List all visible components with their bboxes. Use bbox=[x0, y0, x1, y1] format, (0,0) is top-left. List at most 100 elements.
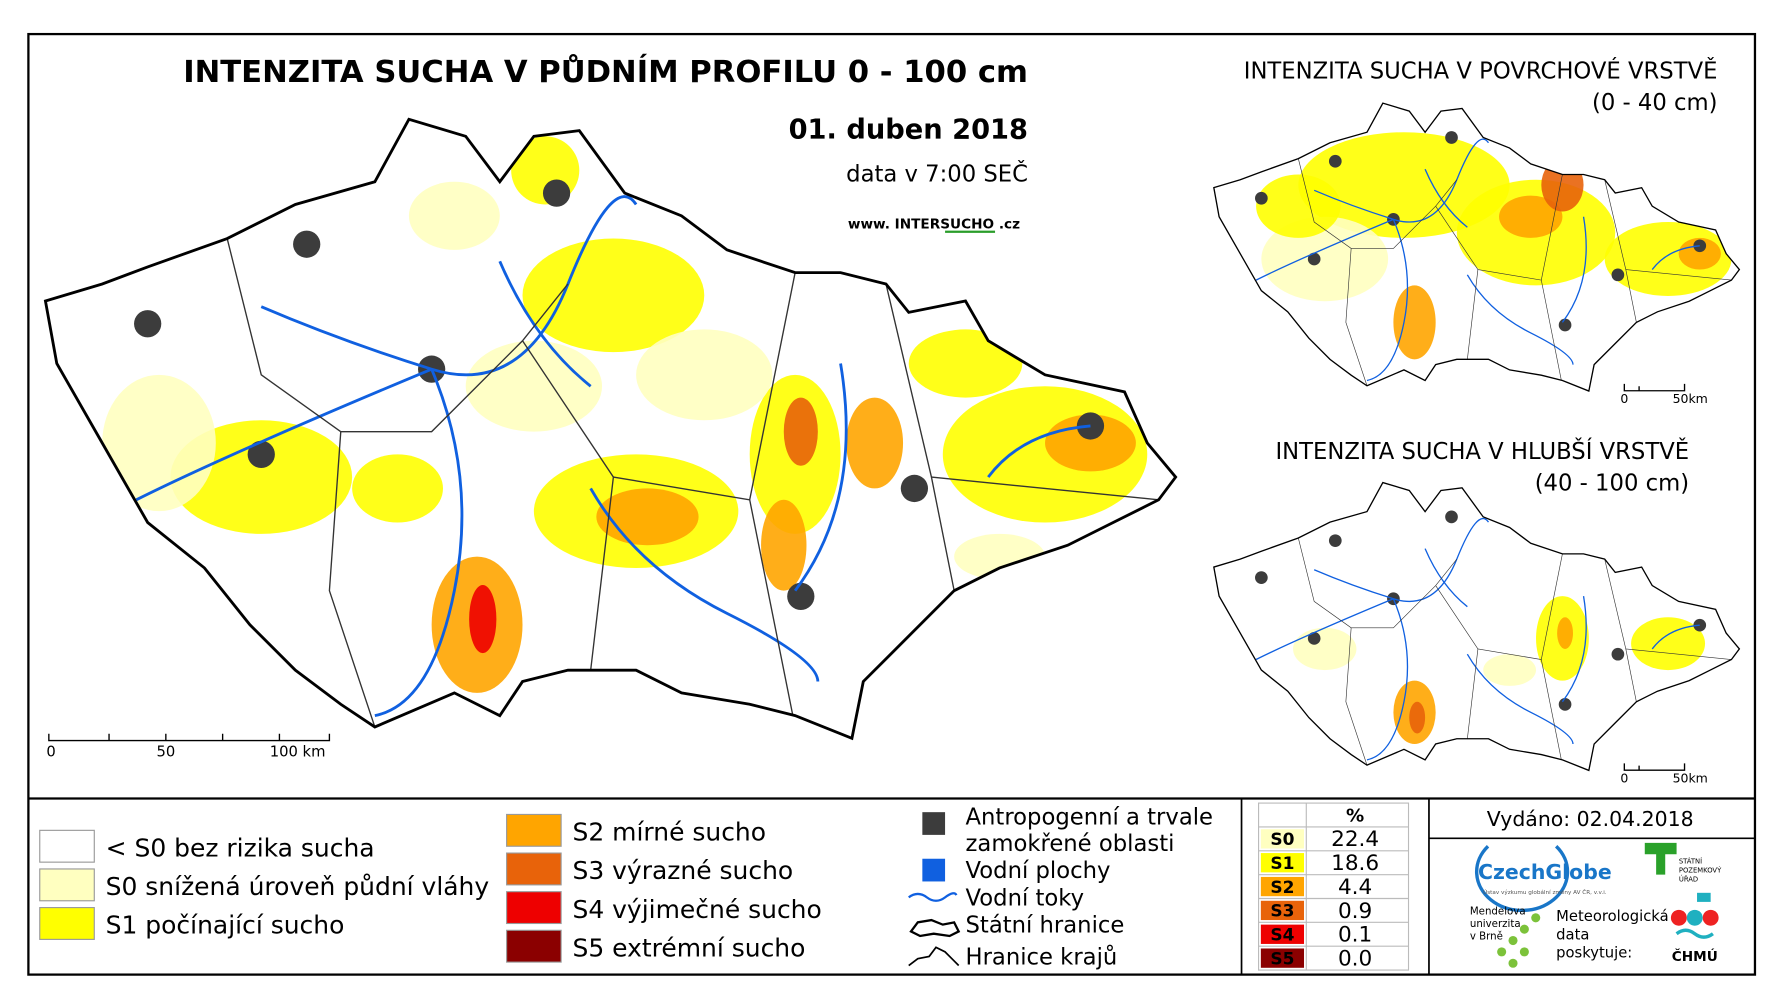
table-class: S5 bbox=[1270, 949, 1294, 969]
table-header: % bbox=[1346, 805, 1364, 826]
river bbox=[1313, 138, 1490, 223]
table-class-cell bbox=[1260, 924, 1305, 944]
river bbox=[1466, 274, 1574, 365]
legend-swatch bbox=[39, 868, 95, 902]
drought-area bbox=[1631, 617, 1706, 671]
urban-area bbox=[1445, 510, 1458, 524]
urban-area bbox=[1445, 131, 1458, 144]
legend-icon bbox=[922, 858, 946, 882]
table-class-cell bbox=[1260, 948, 1305, 968]
region-border bbox=[1298, 158, 1458, 249]
urban-area bbox=[1255, 571, 1268, 584]
river bbox=[498, 260, 592, 388]
logo-spu: STÁTNÍ POZEMKOVÝ ÚŘAD bbox=[1679, 856, 1722, 883]
region-border bbox=[1345, 248, 1368, 386]
website: www. INTERSUCHO .cz bbox=[848, 216, 1020, 232]
river bbox=[1424, 168, 1468, 228]
region-border bbox=[1540, 174, 1563, 281]
drought-area bbox=[636, 329, 773, 421]
urban-area bbox=[1328, 534, 1342, 547]
table-value: 22.4 bbox=[1331, 827, 1379, 852]
inset-subtitle: (40 - 100 cm) bbox=[1535, 471, 1689, 497]
scale-label: 100 km bbox=[270, 744, 326, 761]
legend-label: S4 výjimečné sucho bbox=[572, 895, 821, 924]
table-frame bbox=[1258, 802, 1410, 971]
table-class-cell bbox=[1260, 829, 1305, 849]
region-border bbox=[1477, 648, 1563, 766]
drought-area bbox=[408, 181, 500, 250]
logo-spu-mark bbox=[1644, 842, 1677, 875]
legend-label: < S0 bez rizika sucha bbox=[106, 833, 375, 862]
river bbox=[1424, 548, 1468, 608]
scale-label: 50 bbox=[156, 744, 175, 761]
drought-area bbox=[783, 397, 818, 466]
region-border bbox=[1435, 585, 1479, 739]
scale-label: 0 bbox=[1620, 771, 1628, 786]
river bbox=[1466, 653, 1574, 745]
legend-swatch bbox=[39, 829, 95, 863]
region-border bbox=[749, 272, 796, 500]
drought-area bbox=[1393, 285, 1436, 360]
urban-area bbox=[900, 474, 929, 503]
legend-label: Antropogenní a trvale zamokřené oblasti bbox=[966, 805, 1214, 857]
stats-table: % S0 22.4 S1 18.6 S2 4.4 S3 0.9 S4 0.1 S5 0.0 bbox=[1258, 802, 1410, 972]
drought-area bbox=[102, 374, 216, 512]
scale-label: 0 bbox=[1620, 391, 1628, 406]
drought-area bbox=[352, 454, 443, 523]
scale-label: 0 bbox=[46, 744, 55, 761]
logo-arc bbox=[1474, 845, 1570, 913]
legend-swatch bbox=[39, 907, 95, 940]
legend-icon bbox=[909, 918, 961, 938]
table-class: S0 bbox=[1270, 830, 1294, 850]
region-border bbox=[226, 238, 569, 433]
urban-area bbox=[293, 230, 321, 258]
drought-area bbox=[908, 329, 1023, 398]
table-value: 0.9 bbox=[1338, 899, 1372, 924]
drought-area bbox=[170, 420, 353, 534]
legend-label: Státní hranice bbox=[966, 913, 1125, 939]
river bbox=[589, 487, 820, 682]
region-border bbox=[1345, 627, 1368, 766]
urban-area bbox=[1307, 252, 1321, 266]
table-class-cell bbox=[1260, 853, 1305, 873]
drought-area bbox=[1557, 617, 1573, 649]
region-border bbox=[931, 476, 1159, 501]
scale-label: 50km bbox=[1673, 391, 1708, 406]
river bbox=[1255, 218, 1394, 281]
legend-label: Hranice krajů bbox=[966, 943, 1118, 970]
legend-swatch bbox=[506, 813, 562, 847]
urban-area bbox=[787, 582, 815, 610]
legend-icon bbox=[908, 892, 958, 902]
drought-area bbox=[1256, 174, 1341, 238]
legend-icon bbox=[908, 946, 960, 967]
table-class: S4 bbox=[1270, 926, 1294, 946]
main-title: INTENZITA SUCHA V PŮDNÍM PROFILU 0 - 100… bbox=[183, 53, 1028, 90]
region-border bbox=[1625, 648, 1732, 660]
legend-label: S3 výrazné sucho bbox=[572, 856, 793, 885]
logo-czechglobe: CzechGlobe bbox=[1478, 860, 1612, 884]
region-border bbox=[1540, 553, 1563, 660]
drought-area bbox=[1261, 216, 1389, 302]
logo-mendelu-dots bbox=[1497, 913, 1541, 968]
legend-swatch bbox=[506, 929, 562, 963]
urban-area bbox=[1611, 268, 1625, 282]
drought-area bbox=[1499, 195, 1563, 238]
river bbox=[1366, 219, 1409, 382]
urban-area bbox=[1558, 318, 1572, 332]
table-value: 18.6 bbox=[1331, 851, 1379, 876]
legend-label: S5 extrémní sucho bbox=[572, 933, 805, 962]
table-value: 4.4 bbox=[1338, 875, 1372, 900]
chmu-note: Meteorologická data poskytuje: bbox=[1556, 908, 1668, 961]
urban-area bbox=[1255, 191, 1268, 205]
drought-area bbox=[1409, 701, 1426, 734]
river bbox=[1561, 596, 1587, 703]
inset-map-top bbox=[1213, 102, 1741, 392]
drought-area bbox=[1678, 237, 1721, 270]
drought-area bbox=[761, 499, 807, 591]
logo-czechglobe-sub: Ústav výzkumu globální změny AV ČR, v.v.… bbox=[1483, 889, 1607, 896]
urban-area bbox=[134, 310, 162, 338]
river bbox=[260, 195, 638, 377]
legend-label: Vodní toky bbox=[966, 885, 1085, 911]
